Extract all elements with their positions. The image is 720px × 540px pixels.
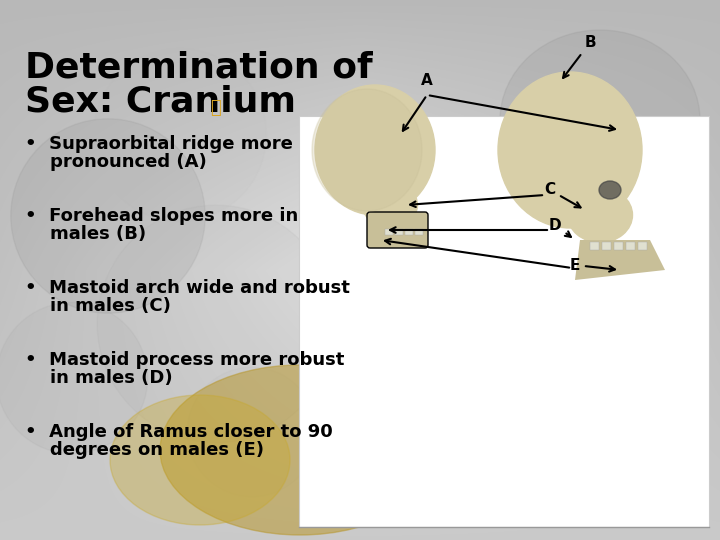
- Text: D: D: [549, 218, 571, 237]
- Text: •  Mastoid arch wide and robust: • Mastoid arch wide and robust: [25, 279, 350, 297]
- Polygon shape: [575, 240, 665, 280]
- Text: A: A: [421, 73, 433, 88]
- Circle shape: [11, 119, 205, 313]
- Text: •  Mastoid process more robust: • Mastoid process more robust: [25, 351, 344, 369]
- Bar: [299, 116, 709, 526]
- Bar: [638, 242, 647, 250]
- Text: •  Angle of Ramus closer to 90: • Angle of Ramus closer to 90: [25, 423, 333, 441]
- Bar: [415, 229, 423, 235]
- Text: B: B: [563, 35, 596, 78]
- Bar: [590, 242, 599, 250]
- Circle shape: [0, 302, 148, 454]
- Bar: [614, 242, 623, 250]
- Bar: [405, 229, 413, 235]
- Ellipse shape: [567, 187, 632, 242]
- Ellipse shape: [500, 30, 700, 210]
- Ellipse shape: [362, 183, 418, 227]
- Ellipse shape: [160, 365, 440, 535]
- Ellipse shape: [599, 181, 621, 199]
- Ellipse shape: [315, 85, 435, 215]
- Circle shape: [97, 205, 335, 443]
- FancyBboxPatch shape: [367, 212, 428, 248]
- Text: in males (D): in males (D): [25, 369, 173, 387]
- Text: •  Forehead slopes more in: • Forehead slopes more in: [25, 207, 298, 225]
- Text: Determination of: Determination of: [25, 50, 373, 84]
- Ellipse shape: [110, 395, 290, 525]
- Bar: [395, 229, 403, 235]
- Text: in males (C): in males (C): [25, 297, 171, 315]
- Ellipse shape: [498, 72, 642, 228]
- Text: 🔊: 🔊: [210, 99, 221, 117]
- Text: degrees on males (E): degrees on males (E): [25, 441, 264, 459]
- Text: E: E: [570, 258, 615, 273]
- Bar: [385, 229, 393, 235]
- Text: C: C: [544, 183, 580, 207]
- Circle shape: [94, 49, 266, 221]
- Text: males (B): males (B): [25, 225, 146, 243]
- Bar: [626, 242, 635, 250]
- Circle shape: [187, 367, 317, 497]
- Text: •  Supraorbital ridge more: • Supraorbital ridge more: [25, 135, 293, 153]
- Text: Sex: Cranium: Sex: Cranium: [25, 85, 296, 119]
- Text: pronounced (A): pronounced (A): [25, 153, 207, 171]
- Bar: [602, 242, 611, 250]
- Ellipse shape: [312, 89, 422, 211]
